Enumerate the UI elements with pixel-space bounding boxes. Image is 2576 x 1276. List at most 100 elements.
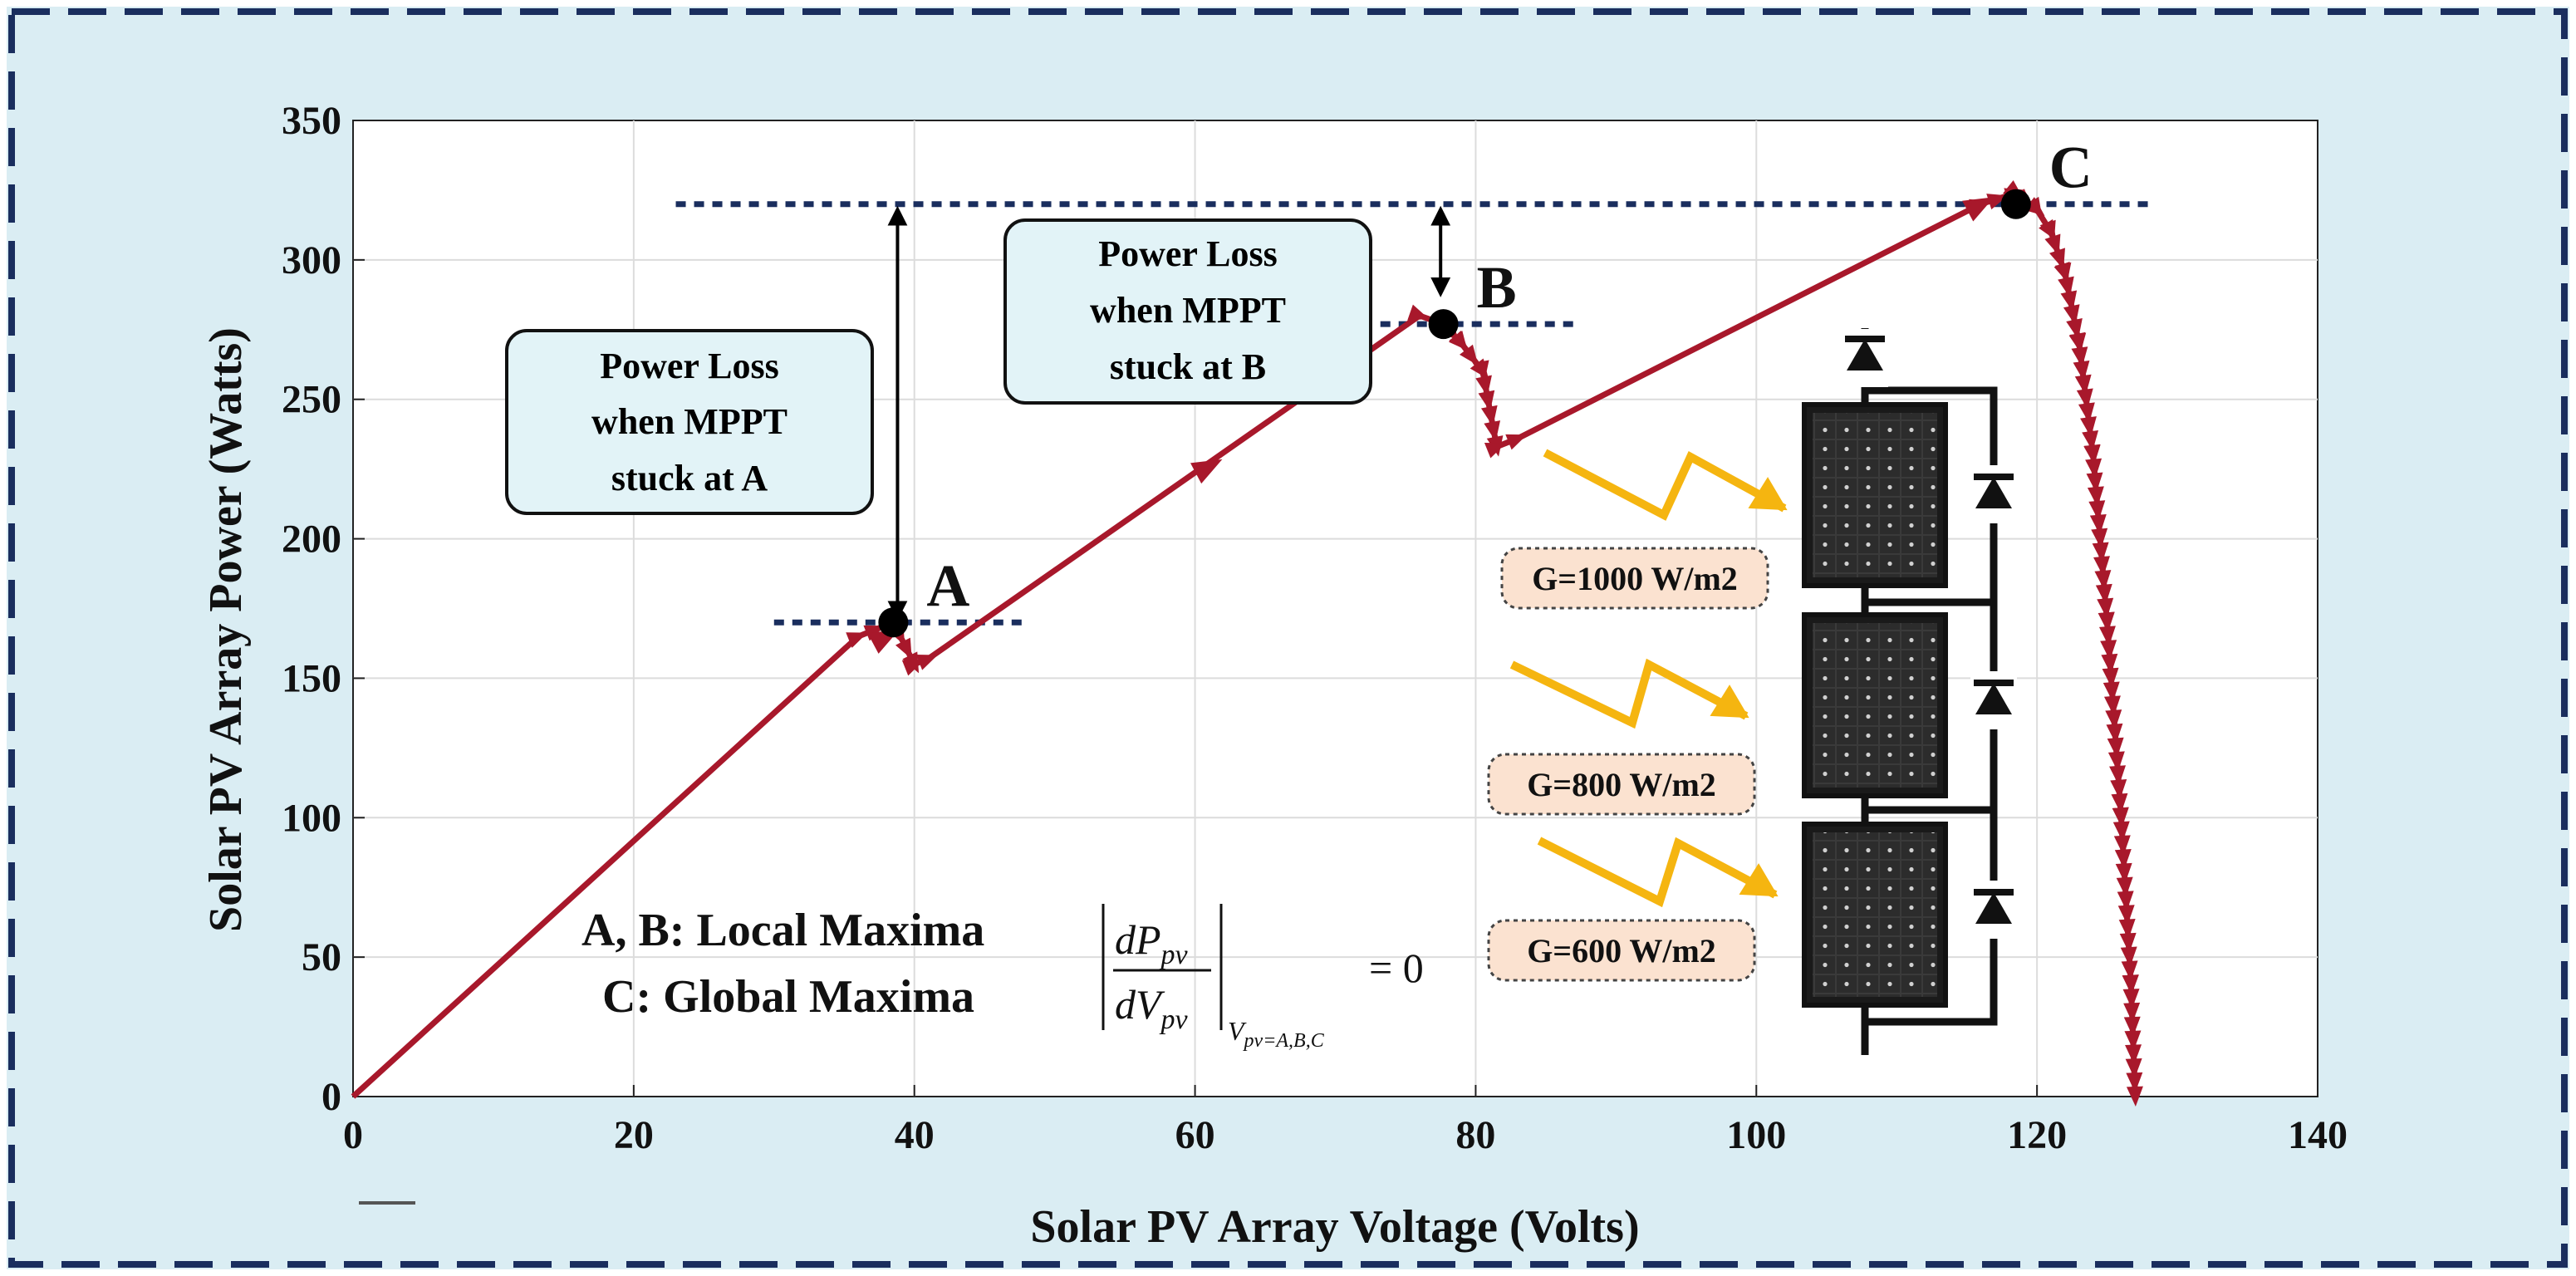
maximum-point-c — [2000, 189, 2031, 219]
y-tick-label: 300 — [282, 238, 341, 282]
y-tick-label: 0 — [321, 1075, 341, 1119]
irradiance-text-1: G=1000 W/m2 — [1532, 560, 1738, 597]
curve-marker — [2115, 862, 2132, 884]
equation-annotation: A, B: Local Maxima C: Global Maxima dPpv… — [581, 904, 1424, 1052]
solar-panel-3-icon — [1802, 822, 1948, 1008]
x-tick-label: 20 — [614, 1113, 654, 1157]
y-axis-label: Solar PV Array Power (Watts) — [200, 327, 252, 932]
lightning-3-icon — [1537, 837, 1779, 908]
curve-marker — [2120, 946, 2137, 968]
y-axis-ticks: 0 50 100 150 200 250 300 350 — [282, 99, 365, 1119]
maximum-point-b — [1428, 309, 1459, 340]
curve-marker — [2085, 458, 2103, 479]
curve-marker — [2097, 597, 2114, 619]
curve-marker — [2112, 807, 2129, 828]
curve-marker — [2073, 360, 2090, 382]
curve-marker — [2121, 960, 2138, 981]
y-tick-label: 150 — [282, 656, 341, 700]
curve-marker — [1484, 420, 1501, 442]
curve-marker — [2116, 876, 2133, 898]
curve-marker — [1459, 344, 1479, 366]
derivative-numerator: dPpv — [1115, 916, 1189, 970]
curve-marker — [2117, 891, 2134, 911]
callout-b-line-2: when MPPT — [1090, 290, 1286, 331]
curve-marker — [2112, 821, 2130, 842]
curve-marker — [2093, 556, 2110, 577]
callout-a-line-1: Power Loss — [600, 346, 779, 386]
x-axis-label: Solar PV Array Voltage (Volts) — [1030, 1201, 1639, 1253]
curve-marker — [2076, 388, 2093, 410]
curve-marker — [2124, 1030, 2142, 1051]
irradiance-label-2: G=800 W/m2 — [1487, 753, 1756, 816]
y-tick-label: 50 — [302, 935, 341, 979]
curve-marker — [2110, 779, 2127, 800]
curve-marker — [2123, 1016, 2141, 1038]
curve-marker — [2100, 640, 2117, 660]
curve-marker — [2117, 905, 2135, 925]
figure-frame — [8, 8, 2568, 1268]
curve-marker — [2126, 1072, 2143, 1093]
curve-marker — [2092, 542, 2109, 563]
curve-marker — [1472, 360, 1489, 381]
curve-marker — [2091, 528, 2108, 549]
equation-line-2: C: Global Maxima — [602, 971, 974, 1023]
evaluation-subscript: Vpv=A,B,C — [1228, 1016, 1325, 1052]
curve-marker — [2098, 611, 2115, 633]
curve-marker — [2088, 500, 2106, 521]
solar-panel-1-icon — [1802, 402, 1948, 588]
curve-marker — [2107, 751, 2125, 773]
y-tick-label: 100 — [282, 796, 341, 840]
curve-marker — [2113, 835, 2131, 856]
curve-marker — [2119, 932, 2137, 954]
callout-loss-a: Power Loss when MPPT stuck at A — [505, 329, 874, 515]
x-tick-label: 0 — [343, 1113, 363, 1157]
curve-marker — [2101, 653, 2118, 675]
curve-marker — [1407, 304, 1430, 321]
curve-direction-arrow — [1962, 197, 1995, 222]
loss-arrows — [887, 205, 1451, 621]
maximum-point-a — [878, 607, 909, 638]
curve-marker — [1475, 375, 1492, 397]
callout-b-line-3: stuck at B — [1110, 346, 1266, 387]
irradiance-label-3: G=600 W/m2 — [1487, 919, 1756, 982]
curve-marker — [2049, 248, 2065, 270]
curve-marker — [2105, 709, 2122, 730]
curve-marker — [2080, 416, 2097, 438]
curve-marker — [1505, 434, 1528, 450]
curve-marker — [2126, 1086, 2143, 1107]
x-tick-label: 140 — [2288, 1113, 2348, 1157]
curve-marker — [2114, 849, 2132, 870]
diode-2-icon — [1970, 671, 2017, 729]
curve-marker — [2123, 1002, 2141, 1023]
x-tick-label: 120 — [2007, 1113, 2067, 1157]
curve-marker — [2111, 793, 2128, 814]
curve-marker — [2109, 765, 2127, 786]
curve-marker — [1449, 330, 1468, 352]
curve-marker — [2125, 1058, 2142, 1079]
x-tick-label: 100 — [1726, 1113, 1786, 1157]
curve-marker — [2098, 626, 2116, 647]
curve-marker — [2103, 681, 2120, 703]
curve-marker — [2082, 429, 2099, 452]
curve-marker — [2106, 723, 2123, 744]
lightning-2-icon — [1509, 658, 1749, 729]
derivative-denominator: dVpv — [1115, 981, 1189, 1035]
equation-rhs: = 0 — [1369, 945, 1424, 991]
curve-marker — [2024, 196, 2043, 218]
irradiance-text-3: G=600 W/m2 — [1527, 932, 1716, 969]
curve-marker — [2089, 514, 2107, 535]
curve-marker — [2125, 1044, 2142, 1065]
callout-a-line-3: stuck at A — [611, 458, 768, 498]
curve-direction-arrow — [1190, 459, 1223, 484]
curve-marker — [2107, 737, 2124, 758]
irradiance-label-1: G=1000 W/m2 — [1500, 547, 1769, 610]
x-axis-ticks: 0 20 40 60 80 100 120 140 — [343, 1085, 2348, 1157]
y-tick-label: 200 — [282, 518, 341, 562]
callout-a-line-2: when MPPT — [591, 401, 788, 442]
curve-marker — [2094, 570, 2112, 591]
curve-marker — [2074, 374, 2092, 395]
curve-marker — [901, 660, 924, 676]
maxima-points: A B C — [878, 135, 2093, 638]
curve-marker — [2071, 346, 2088, 368]
